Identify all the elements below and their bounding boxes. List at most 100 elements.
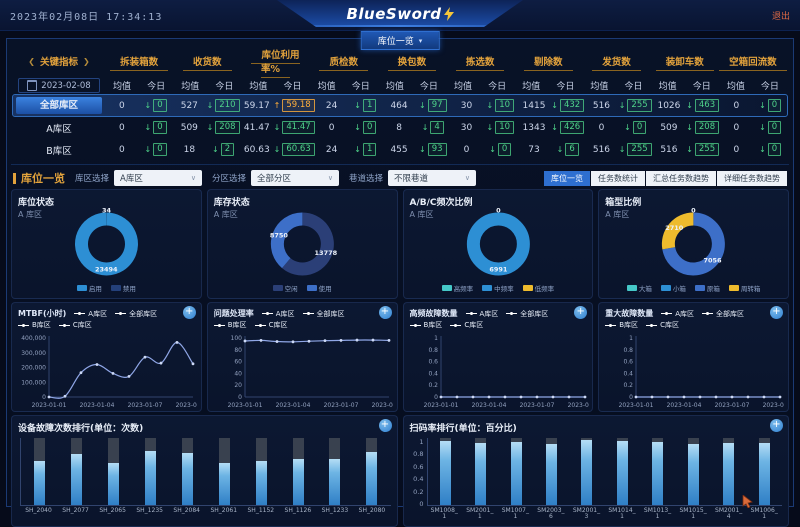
legend-item[interactable]: 禁用 [110,283,136,293]
legend-item[interactable]: B库区 [409,320,442,330]
table-row[interactable]: A库区 0 ↓ 0 509 ↓ 208 41.47 ↓ 41.47 0 ↓ 0 8 ↓ 4 30 ↓ 10 1343 ↓… [13,117,787,138]
legend-item[interactable]: 原箱 [694,283,720,293]
bar-track[interactable] [218,438,230,505]
today-badge: 208 [215,121,240,134]
legend-item[interactable]: 中频率 [482,283,514,293]
date-picker[interactable]: 2023-02-08 [18,78,100,93]
legend-item[interactable]: C库区 [58,320,92,330]
bar-track[interactable] [366,438,378,505]
table-row[interactable]: B库区 0 ↓ 0 18 ↓ 2 60.63 ↓ 60.63 24 ↓ 1 455 ↓ 93 0 ↓ 0 73 ↓ 6 51… [13,139,787,160]
bar-track[interactable] [581,438,593,505]
column-header: 收货数 [173,52,241,71]
legend-item[interactable]: 空闲 [272,283,298,293]
legend-item[interactable]: 周转箱 [728,283,761,293]
bar-track[interactable] [33,438,45,505]
chart-title: 库存状态 [213,198,250,208]
bar-track[interactable] [546,438,558,505]
legend-item[interactable]: A库区 [465,309,498,319]
legend-item[interactable]: 全部库区 [115,309,157,319]
legend-item[interactable]: 低频率 [522,283,554,293]
bar-fill [439,440,451,505]
legend-item[interactable]: 启用 [76,283,102,293]
bar-track[interactable] [329,438,341,505]
bar-track[interactable] [652,438,664,505]
today-badge: 255 [627,99,652,112]
arrow-down-icon: ↓ [551,123,558,132]
zone-select[interactable]: 全部分区 ∨ [251,170,340,186]
column-header: 发货数 [582,52,650,71]
bar-track[interactable] [292,438,304,505]
svg-text:0: 0 [42,394,46,401]
today-badge: 432 [559,99,585,112]
legend-item[interactable]: 全部库区 [302,309,345,319]
legend-item[interactable]: 小箱 [660,283,686,293]
svg-text:0: 0 [629,394,633,401]
bar-labels: SM1008_ 1 SM2001_ 1 SM1007_ 1 SM2003_ 6 SM20… [427,506,783,522]
bar-track[interactable] [510,438,522,505]
expand-button[interactable]: + [378,419,392,432]
bar-track[interactable] [144,438,156,505]
bar-fill [510,442,522,505]
expand-button[interactable]: + [770,419,783,432]
column-header-label: 拆装箱数 [110,57,169,71]
legend-item[interactable]: C库区 [646,320,679,330]
arrow-down-icon: ↓ [486,123,494,132]
bar-track[interactable] [255,438,267,505]
table-row[interactable]: 全部库区 0 ↓ 0 527 ↓ 210 59.17 ↑ 59.18 24 ↓ 1 464 ↓ 97 30 ↓ 10… [12,94,788,117]
arrow-down-icon: ↓ [686,145,693,154]
next-icon[interactable]: ❯ [83,56,90,66]
avg-value: 0 [328,122,335,133]
bar-track[interactable] [475,438,487,505]
legend-item[interactable]: 全部库区 [506,309,548,319]
chart-legend: 空闲 使用 [208,283,397,293]
bar-track[interactable] [616,438,628,505]
bar-track[interactable] [687,438,699,505]
view-tab-summary-trend[interactable]: 汇总任务数趋势 [646,170,716,186]
bar-track[interactable] [758,438,770,505]
legend-swatch [272,285,283,291]
expand-button[interactable]: + [378,306,392,319]
expand-button[interactable]: + [770,306,783,319]
bar-track[interactable] [107,438,119,505]
bar-track[interactable] [70,438,82,505]
legend-item[interactable]: 大箱 [626,283,652,293]
legend-label: 周转箱 [740,285,761,293]
view-tab-kuwei[interactable]: 库位一览 [544,170,590,186]
svg-text:200,000: 200,000 [21,365,46,372]
subheader-today: 今日 [419,82,438,92]
legend-item[interactable]: C库区 [450,320,483,330]
legend-item[interactable]: 高频率 [441,283,473,293]
legend-item[interactable]: B库区 [605,320,638,330]
bar-fill [107,462,119,505]
top-header: 2023年02月08日 17:34:13 BlueSword 退出 [0,0,800,31]
exit-button[interactable]: 退出 [771,11,790,22]
legend-item[interactable]: 使用 [306,283,332,293]
prev-icon[interactable]: ❮ [28,56,35,66]
bar-track[interactable] [439,438,451,505]
legend-item[interactable]: A库区 [74,309,107,319]
subheader-avg: 均值 [317,82,336,92]
warehouse-select[interactable]: A库区 ∨ [114,170,203,186]
expand-button[interactable]: + [182,306,196,319]
legend-item[interactable]: A库区 [661,309,694,319]
line-chart-panel: 重大故障数量 A库区 全部库区 B库区 C库区 +1 0.8 0.6 0.4 0.2 0 2023-0… [598,302,789,412]
bar-plot: SH_2040 SH_2077 SH_2065 SH_1235 SH_2084 SH_20… [20,438,391,522]
legend-item[interactable]: C库区 [254,320,287,330]
avg-value: 24 [325,144,338,155]
today-badge: 208 [694,121,720,134]
legend-item[interactable]: B库区 [18,320,51,330]
legend-item[interactable]: B库区 [213,320,247,330]
view-tab-detail-trend[interactable]: 详细任务数趋势 [717,170,787,186]
legend-item[interactable]: 全部库区 [702,309,744,319]
bar-track[interactable] [181,438,193,505]
aisle-select[interactable]: 不限巷道 ∨ [388,170,477,186]
expand-button[interactable]: + [574,306,588,319]
view-tab-task-count[interactable]: 任务数统计 [591,170,645,186]
today-badge: 0 [153,121,167,134]
legend-swatch [626,285,637,291]
bar-track[interactable] [723,438,735,505]
legend-item[interactable]: A库区 [261,309,295,319]
tab-kuwei-overview[interactable]: 库位一览 ▾ [360,31,440,50]
bar-category-label: SM1014_ 1 [608,507,636,520]
arrow-down-icon: ↓ [618,101,626,110]
